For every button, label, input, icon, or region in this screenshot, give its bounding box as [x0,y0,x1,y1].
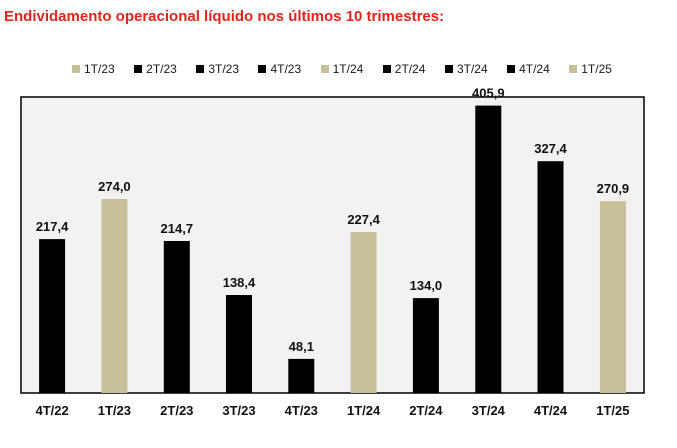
data-label: 48,1 [289,339,314,354]
data-label: 405,9 [472,86,505,101]
x-tick-label: 2T/23 [160,403,193,418]
legend-label: 1T/23 [84,62,115,76]
x-tick-label: 2T/24 [409,403,443,418]
legend-swatch [569,65,578,73]
legend-swatch [382,65,391,73]
bar-3t-24 [475,105,502,393]
legend-item: 2T/23 [134,62,177,76]
data-label: 134,0 [410,278,443,293]
bar-1t-23 [101,199,128,393]
legend-swatch [134,65,143,73]
legend-item: 3T/23 [196,62,239,76]
legend-swatch [320,65,329,73]
chart-legend: 1T/23 2T/23 3T/23 4T/23 1T/24 2T/24 3T/24 4T/24… [72,61,612,77]
x-tick-label: 3T/23 [222,403,255,418]
legend-item: 1T/24 [320,62,364,76]
chart-title: Endividamento operacional líquido nos úl… [4,8,445,25]
x-tick-label: 1T/23 [98,403,131,418]
legend-swatch [258,65,267,73]
legend-item: 1T/25 [569,62,612,76]
legend-label: 3T/23 [208,62,239,76]
legend-label: 4T/23 [270,62,302,76]
x-tick-label: 4T/23 [285,403,318,418]
bar-4t-22 [39,239,66,393]
x-tick-label: 1T/24 [347,403,381,418]
data-label: 270,9 [597,181,630,196]
legend-swatch [196,65,205,73]
bar-3t-23 [226,295,252,393]
x-tick-label: 1T/25 [596,403,629,418]
legend-label: 4T/24 [519,62,550,76]
bar-1t-25 [599,201,626,393]
legend-swatch [507,65,516,73]
data-label: 227,4 [347,212,380,227]
x-tick-label: 4T/24 [534,403,568,418]
bar-4t-23 [288,358,315,393]
data-label: 217,4 [36,219,69,234]
x-tick-label: 3T/24 [472,403,506,418]
bar-4t-24 [537,161,564,393]
legend-label: 1T/24 [332,62,364,76]
legend-label: 2T/24 [394,62,426,76]
legend-swatch [72,65,80,73]
data-label: 274,0 [98,179,131,194]
bar-1t-24 [350,232,377,393]
legend-item: 1T/23 [72,62,115,76]
data-label: 327,4 [534,141,567,156]
legend-label: 3T/24 [456,62,488,76]
bar-2t-24 [412,298,439,393]
bar-2t-23 [163,241,190,393]
legend-swatch [444,65,453,73]
x-tick-label: 4T/22 [35,403,68,418]
legend-item: 3T/24 [444,62,488,76]
legend-item: 4T/24 [507,62,550,76]
data-label: 214,7 [161,221,194,236]
legend-label: 1T/25 [581,62,612,76]
legend-item: 2T/24 [382,62,426,76]
legend-item: 4T/23 [258,62,301,76]
legend-label: 2T/23 [146,62,177,76]
data-label: 138,4 [223,275,256,290]
